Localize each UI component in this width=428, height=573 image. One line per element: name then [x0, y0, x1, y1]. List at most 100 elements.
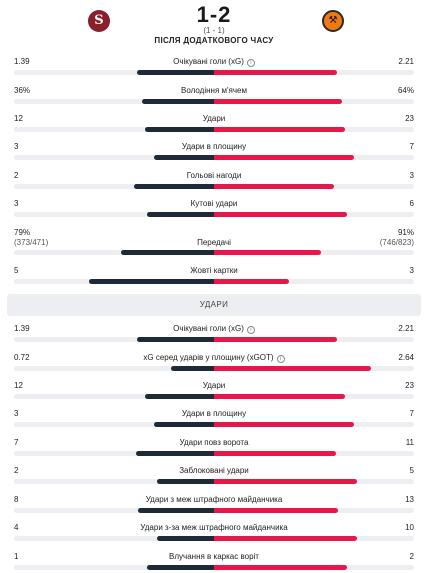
info-icon[interactable]: i	[246, 59, 255, 67]
home-stat-value: 7	[14, 438, 19, 447]
stat-label-text: Жовті картки	[190, 266, 238, 275]
away-bar-track	[214, 70, 414, 75]
home-bar-track	[14, 394, 214, 399]
away-bar-fill	[214, 212, 348, 217]
home-stat-value: 3	[14, 199, 19, 208]
stat-label: Удари з меж штрафного майданчика	[0, 495, 428, 504]
stat-comparison-bar	[14, 99, 414, 104]
away-bar-fill	[214, 127, 346, 132]
stat-comparison-bar	[14, 250, 414, 255]
away-bar-track	[214, 279, 414, 284]
away-bar-fill	[214, 565, 348, 570]
home-bar-fill	[145, 127, 214, 132]
away-bar-fill	[214, 70, 337, 75]
stat-label: Удари повз ворота	[0, 438, 428, 447]
stat-label-text: Гольові нагоди	[186, 171, 242, 180]
away-stat-detail: (746/823)	[379, 238, 414, 247]
stat-comparison-bar	[14, 212, 414, 217]
home-stat-value: 36%	[14, 86, 31, 95]
stat-label-text: xG серед ударів у площину (xGOT)	[143, 353, 274, 362]
stat-row: 12 23 Удари	[0, 114, 428, 140]
stat-label: Удари в площину	[0, 409, 428, 418]
stat-label: Влучання в каркас воріт	[0, 552, 428, 561]
stat-label: Удари	[0, 114, 428, 123]
away-bar-track	[214, 337, 414, 342]
away-bar-track	[214, 422, 414, 427]
stat-row: 36% 64% Володіння м'ячем	[0, 86, 428, 112]
stat-label-text: Удари в площину	[181, 409, 247, 418]
info-icon[interactable]: i	[276, 355, 285, 363]
home-bar-fill	[147, 212, 214, 217]
away-bar-track	[214, 99, 414, 104]
stat-label: Удари в площину	[0, 142, 428, 151]
home-bar-track	[14, 70, 214, 75]
home-bar-track	[14, 451, 214, 456]
home-bar-track	[14, 565, 214, 570]
home-stat-value: 3	[14, 409, 19, 418]
section-title: УДАРИ	[199, 300, 229, 309]
away-bar-track	[214, 212, 414, 217]
stat-comparison-bar	[14, 479, 414, 484]
away-stat-value: 5	[409, 466, 414, 475]
home-bar-track	[14, 422, 214, 427]
away-bar-track	[214, 451, 414, 456]
home-bar-track	[14, 279, 214, 284]
stat-label-text: Удари в площину	[181, 142, 247, 151]
home-stat-detail: (373/471)	[14, 238, 49, 247]
stat-label: Володіння м'ячем	[0, 86, 428, 95]
stat-label-text: Удари	[202, 114, 226, 123]
away-bar-track	[214, 366, 414, 371]
away-logo-letter: ⚒	[328, 15, 338, 26]
stat-comparison-bar	[14, 127, 414, 132]
away-bar-fill	[214, 99, 342, 104]
info-icon[interactable]: i	[246, 326, 255, 334]
home-bar-fill	[156, 479, 214, 484]
home-bar-track	[14, 536, 214, 541]
away-team-logo[interactable]: ⚒	[322, 10, 344, 32]
home-stat-value: 4	[14, 523, 19, 532]
away-stat-value: 11	[405, 438, 414, 447]
away-bar-track	[214, 127, 414, 132]
away-stat-value: 91%	[397, 228, 414, 237]
home-bar-fill	[145, 394, 214, 399]
home-bar-track	[14, 155, 214, 160]
home-bar-fill	[154, 155, 214, 160]
home-bar-fill	[156, 536, 214, 541]
stat-label: xG серед ударів у площину (xGOT) i	[0, 353, 428, 363]
home-bar-fill	[171, 366, 214, 371]
home-bar-track	[14, 212, 214, 217]
away-bar-fill	[214, 184, 334, 189]
home-stat-value: 2	[14, 171, 19, 180]
home-stat-value: 1.39	[14, 324, 30, 333]
home-bar-track	[14, 366, 214, 371]
home-team-logo[interactable]: S	[88, 10, 110, 32]
stat-label-text: Очікувані голи (xG)	[173, 57, 244, 66]
home-bar-track	[14, 337, 214, 342]
home-bar-fill	[154, 422, 214, 427]
home-bar-fill	[134, 184, 214, 189]
stat-label: Удари з-за меж штрафного майданчика	[0, 523, 428, 532]
stat-comparison-bar	[14, 155, 414, 160]
match-header: S 1-2 ⚒ (1 - 1) ПІСЛЯ ДОДАТКОВОГО ЧАСУ	[0, 0, 428, 46]
home-bar-fill	[121, 250, 214, 255]
stat-label: Очікувані голи (xG) i	[0, 57, 428, 67]
match-status: ПІСЛЯ ДОДАТКОВОГО ЧАСУ	[154, 36, 274, 45]
away-stat-value: 13	[405, 495, 414, 504]
away-bar-track	[214, 508, 414, 513]
stat-label: Гольові нагоди	[0, 171, 428, 180]
home-bar-track	[14, 99, 214, 104]
away-stat-value: 2.21	[398, 324, 414, 333]
stat-comparison-bar	[14, 451, 414, 456]
home-bar-fill	[136, 451, 214, 456]
away-stat-value: 23	[405, 114, 414, 123]
home-bar-track	[14, 250, 214, 255]
stat-row: 1 2 Влучання в каркас воріт	[0, 552, 428, 573]
stat-comparison-bar	[14, 508, 414, 513]
stat-row: 3 6 Кутові удари	[0, 199, 428, 225]
stat-comparison-bar	[14, 337, 414, 342]
stat-row: 1.39 2.21 Очікувані голи (xG) i	[0, 324, 428, 350]
away-stat-value: 6	[409, 199, 414, 208]
away-bar-track	[214, 565, 414, 570]
stat-label: Очікувані голи (xG) i	[0, 324, 428, 334]
home-bar-fill	[147, 565, 214, 570]
